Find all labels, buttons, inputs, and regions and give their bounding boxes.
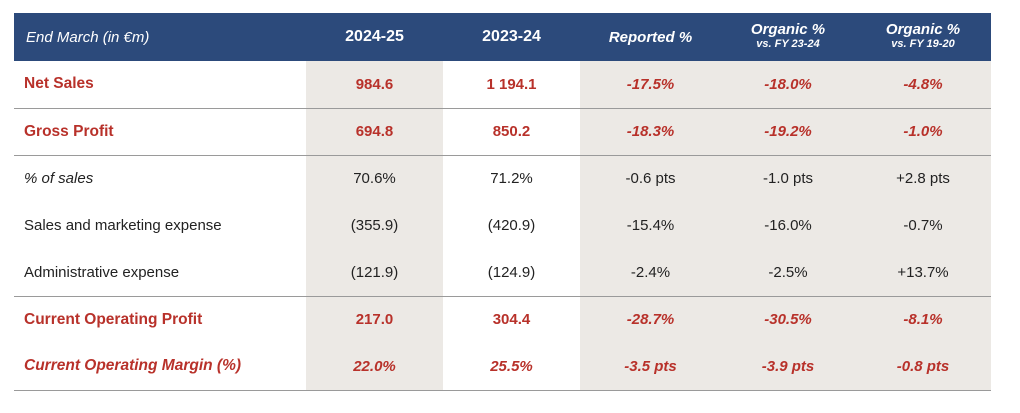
cell-reported: -18.3% — [580, 107, 721, 155]
header-row: End March (in €m) 2024-25 2023-24 Report… — [14, 13, 991, 61]
financial-summary-table: End March (in €m) 2024-25 2023-24 Report… — [14, 13, 991, 391]
cell-organic-fy19-20: +13.7% — [855, 249, 991, 296]
row-label: Sales and marketing expense — [24, 217, 222, 234]
cell-reported: -0.6 pts — [580, 154, 721, 202]
header-organic-subtitle: vs. FY 19-20 — [891, 38, 955, 50]
cell-organic-fy23-24: -30.5% — [721, 295, 855, 343]
cell-2023-24: (124.9) — [487, 263, 536, 281]
table-body: Net Sales 984.6 1 194.1 -17.5% -18.0% -4… — [14, 61, 991, 391]
cell-organic-fy23-24: -16.0% — [721, 202, 855, 249]
row-label: Current Operating Profit — [14, 295, 306, 343]
cell-organic-fy19-20: -1.0% — [855, 107, 991, 155]
cell-organic-fy23-24: -18.0% — [721, 61, 855, 108]
header-col-organic-fy23-24: Organic % vs. FY 23-24 — [721, 13, 855, 61]
row-label: % of sales — [14, 154, 306, 202]
cell-organic-fy23-24: -2.5% — [721, 249, 855, 296]
cell-2023-24: 71.2% — [443, 154, 580, 202]
cell-2023-24: 850.2 — [443, 107, 580, 155]
cell-2024-25: 22.0% — [306, 343, 443, 391]
table-row-current-operating-profit: Current Operating Profit 217.0 304.4 -28… — [14, 295, 991, 343]
cell-organic-fy19-20: -0.7% — [855, 202, 991, 249]
cell-reported: -15.4% — [580, 202, 721, 249]
table-row-pct-of-sales: % of sales 70.6% 71.2% -0.6 pts -1.0 pts… — [14, 154, 991, 202]
header-col-2023-24: 2023-24 — [482, 28, 541, 45]
table-row-current-operating-margin: Current Operating Margin (%) 22.0% 25.5%… — [14, 343, 991, 391]
table-row-net-sales: Net Sales 984.6 1 194.1 -17.5% -18.0% -4… — [14, 61, 991, 108]
cell-2023-24: 25.5% — [443, 343, 580, 391]
table-header: End March (in €m) 2024-25 2023-24 Report… — [14, 13, 991, 61]
cell-reported: -3.5 pts — [580, 343, 721, 391]
table-row-gross-profit: Gross Profit 694.8 850.2 -18.3% -19.2% -… — [14, 107, 991, 155]
header-col-reported: Reported % — [608, 28, 693, 46]
row-label: Current Operating Margin (%) — [14, 343, 306, 391]
row-label: Gross Profit — [14, 107, 306, 155]
header-label: End March (in €m) — [26, 28, 150, 46]
cell-2024-25: 694.8 — [306, 107, 443, 155]
cell-organic-fy19-20: -8.1% — [855, 295, 991, 343]
row-label: Net Sales — [24, 75, 94, 93]
cell-2023-24: 304.4 — [443, 295, 580, 343]
cell-organic-fy23-24: -3.9 pts — [721, 343, 855, 391]
cell-2023-24: (420.9) — [487, 217, 536, 234]
cell-organic-fy23-24: -19.2% — [721, 107, 855, 155]
header-col-2024-25: 2024-25 — [345, 28, 404, 45]
header-col-organic-fy19-20: Organic % vs. FY 19-20 — [855, 13, 991, 61]
table-row-sales-marketing-expense: Sales and marketing expense (355.9) (420… — [14, 202, 991, 249]
cell-reported: -17.5% — [580, 61, 721, 108]
header-organic-title: Organic % — [885, 21, 961, 38]
cell-2024-25: 70.6% — [306, 154, 443, 202]
cell-organic-fy19-20: -0.8 pts — [855, 343, 991, 391]
cell-organic-fy23-24: -1.0 pts — [721, 154, 855, 202]
header-organic-title: Organic % — [750, 21, 826, 38]
cell-2023-24: 1 194.1 — [486, 75, 537, 93]
row-label: Administrative expense — [24, 263, 180, 281]
cell-2024-25: 217.0 — [306, 295, 443, 343]
header-organic-subtitle: vs. FY 23-24 — [756, 38, 820, 50]
table-row-administrative-expense: Administrative expense (121.9) (124.9) -… — [14, 249, 991, 296]
cell-reported: -2.4% — [580, 249, 721, 296]
cell-reported: -28.7% — [580, 295, 721, 343]
cell-2024-25: (121.9) — [306, 249, 443, 296]
cell-organic-fy19-20: +2.8 pts — [855, 154, 991, 202]
cell-2024-25: (355.9) — [306, 202, 443, 249]
cell-2024-25: 984.6 — [306, 61, 443, 108]
cell-organic-fy19-20: -4.8% — [855, 61, 991, 108]
